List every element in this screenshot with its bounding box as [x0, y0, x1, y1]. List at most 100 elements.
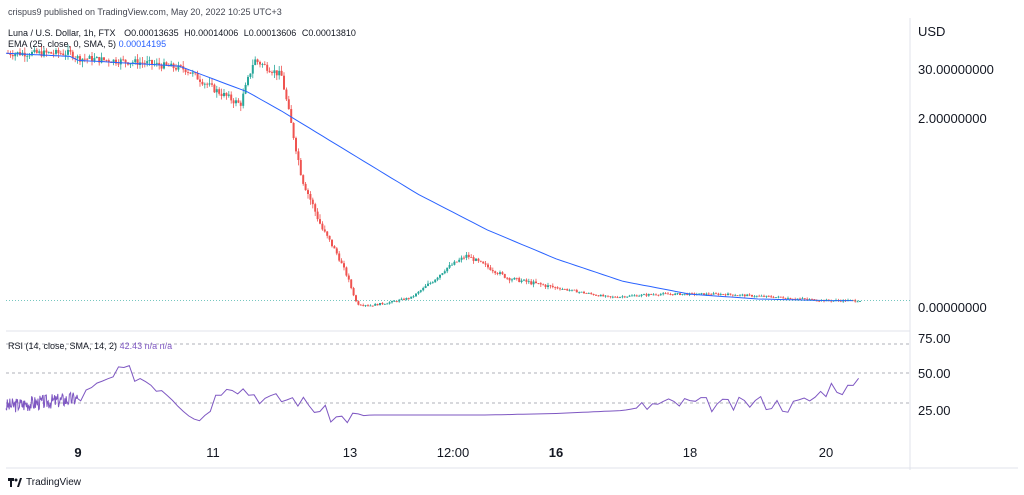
grid-layer — [6, 18, 1018, 470]
candle-body — [47, 52, 50, 53]
candle-body — [412, 296, 415, 298]
candle-body — [215, 89, 218, 93]
rsi-label: RSI (14, close, SMA, 14, 2) — [8, 341, 118, 351]
candle-body — [280, 70, 283, 76]
candle-body — [640, 294, 643, 296]
candle-body — [499, 272, 501, 274]
candle-body — [400, 298, 403, 300]
candle-body — [62, 53, 65, 56]
candle-body — [175, 68, 177, 70]
candle-body — [662, 293, 665, 295]
candle-body — [343, 263, 345, 268]
currency-label: USD — [918, 24, 946, 39]
candle-body — [559, 288, 561, 290]
candle-body — [112, 59, 115, 63]
candle-body — [671, 294, 674, 296]
rsi-pane — [5, 343, 910, 424]
candle-body — [254, 59, 257, 65]
candle-body — [83, 58, 86, 60]
candle-body — [513, 277, 516, 280]
candle-body — [424, 285, 427, 288]
candle-body — [657, 294, 660, 296]
candle-body — [859, 301, 861, 302]
candle-body — [443, 271, 446, 274]
candle-body — [710, 294, 713, 296]
high-value: 0.00014006 — [190, 28, 239, 38]
candle-body — [770, 296, 773, 298]
ema-legend: EMA (25, close, 0, SMA, 5) 0.00014195 — [8, 39, 166, 49]
candle-body — [515, 277, 518, 279]
candle-body — [388, 302, 391, 304]
candle-body — [357, 301, 360, 305]
candle-body — [295, 138, 297, 152]
candle-body — [551, 285, 554, 288]
rsi-legend: RSI (14, close, SMA, 14, 2) 42.43 n/a n/… — [8, 341, 172, 351]
candle-body — [628, 295, 631, 297]
candle-body — [729, 293, 732, 295]
candle-body — [539, 283, 542, 285]
candle-body — [751, 294, 753, 297]
candle-body — [410, 296, 413, 299]
symbol-legend: Luna / U.S. Dollar, 1h, FTX O0.00013635 … — [8, 28, 356, 38]
candle-body — [427, 283, 429, 286]
candle-body — [508, 278, 511, 281]
candle-body — [782, 297, 785, 299]
candle-body — [491, 270, 494, 272]
candle-body — [256, 59, 259, 62]
candle-body — [530, 281, 533, 285]
candle-body — [230, 94, 233, 101]
candle-body — [160, 65, 163, 69]
candle-body — [431, 282, 434, 284]
candle-body — [199, 79, 201, 82]
candle-body — [155, 62, 158, 64]
candle-body — [376, 303, 379, 306]
candle-body — [482, 261, 485, 264]
candle-body — [247, 76, 249, 85]
candle-body — [117, 63, 120, 65]
candle-body — [525, 279, 528, 282]
candle-body — [592, 293, 595, 295]
candle-body — [650, 294, 653, 295]
candle-body — [386, 303, 389, 305]
candle-body — [100, 57, 103, 63]
candle-body — [93, 58, 96, 62]
candle-body — [251, 64, 254, 74]
candle-body — [587, 293, 590, 294]
candle-body — [261, 64, 264, 65]
candle-body — [321, 223, 324, 230]
candle-body — [542, 284, 545, 286]
candle-body — [311, 199, 314, 205]
candle-body — [667, 293, 669, 295]
candle-body — [364, 305, 367, 307]
candle-body — [455, 261, 458, 263]
candle-body — [674, 293, 677, 295]
candle-body — [115, 59, 117, 64]
candle-body — [98, 57, 101, 63]
candle-body — [511, 279, 513, 281]
rsi-value: 42.43 — [119, 341, 143, 351]
candle-body — [590, 293, 593, 294]
candle-body — [407, 298, 410, 299]
candle-body — [259, 61, 261, 65]
candle-body — [395, 301, 398, 302]
open-value: 0.00013635 — [131, 28, 179, 38]
candle-body — [607, 295, 609, 297]
candle-body — [767, 295, 770, 297]
candle-body — [448, 264, 451, 268]
candle-body — [806, 298, 809, 300]
time-tick-label: 9 — [74, 445, 81, 460]
candle-body — [35, 49, 38, 53]
tradingview-logo[interactable]: TradingView — [8, 477, 81, 488]
candle-body — [179, 65, 182, 67]
candle-body — [573, 289, 576, 291]
candle-body — [441, 273, 444, 275]
candle-body — [350, 279, 353, 289]
candle-body — [271, 72, 273, 74]
candle-body — [463, 257, 465, 259]
candle-body — [789, 297, 792, 299]
candle-body — [643, 294, 645, 296]
candle-body — [184, 69, 187, 73]
candle-body — [755, 295, 758, 297]
candle-body — [31, 51, 33, 56]
candle-body — [787, 297, 789, 299]
